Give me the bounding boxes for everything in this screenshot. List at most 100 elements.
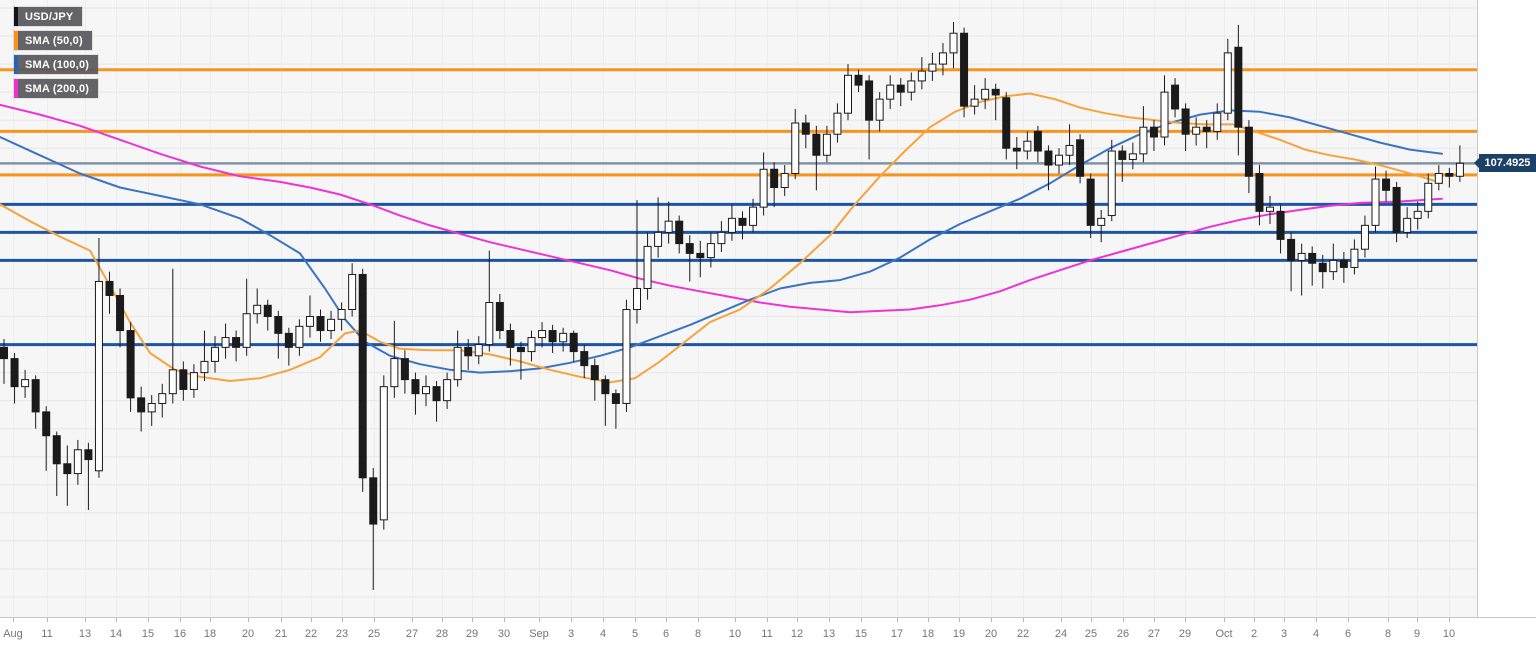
candle-body [474, 344, 483, 357]
date-tick-label: 4 [600, 628, 606, 640]
sma50-label: SMA (50,0) [18, 31, 92, 50]
candle-body [664, 220, 673, 233]
sma100-line[interactable] [0, 109, 1443, 374]
candles-layer[interactable] [0, 22, 1464, 590]
legend-badge-pair[interactable]: USD/JPY [14, 7, 83, 26]
candle-body [928, 63, 937, 72]
date-tick-label: 27 [1148, 628, 1160, 640]
candle-body [0, 346, 8, 360]
candle-body [738, 217, 747, 226]
candle-body [981, 88, 990, 100]
pair-label: USD/JPY [18, 7, 83, 26]
candle-body [1234, 46, 1243, 128]
date-tick-label: 22 [1017, 628, 1029, 640]
sma50-line[interactable] [0, 92, 1443, 384]
candle-body [232, 337, 241, 348]
date-tick-label: 28 [436, 628, 448, 640]
candle-body [1055, 154, 1063, 166]
candle-body [696, 252, 705, 259]
candle-body [242, 313, 251, 348]
candle-body [886, 84, 895, 100]
candle-body [801, 122, 810, 135]
candle-body [126, 330, 135, 399]
candle-body [1097, 217, 1106, 226]
candle-body [1403, 217, 1412, 233]
candle-body [949, 32, 958, 54]
date-tick-label: 17 [891, 628, 903, 640]
date-tick-label: 8 [695, 628, 701, 640]
candle-body [1329, 259, 1338, 273]
legend-badge-sma100[interactable]: SMA (100,0) [14, 55, 99, 74]
candle-body [1107, 150, 1116, 217]
candle-body [1149, 126, 1158, 138]
candle-body [63, 463, 72, 475]
legend-badge-sma200[interactable]: SMA (200,0) [14, 79, 99, 98]
candle-body [221, 337, 230, 348]
candle-body [137, 397, 146, 413]
date-tick-label: Aug [3, 628, 23, 640]
candle-body [685, 243, 694, 254]
sma200-line[interactable] [0, 103, 1443, 314]
date-tick-label: 3 [568, 628, 574, 640]
candle-body [316, 316, 325, 332]
candle-body [907, 80, 916, 93]
price-axis-strip[interactable] [1477, 0, 1536, 647]
candle-body [580, 351, 589, 367]
candle-body [506, 330, 515, 348]
candle-body [548, 330, 557, 343]
candle-body [643, 245, 652, 289]
candle-body [94, 280, 103, 472]
candle-body [1455, 162, 1464, 177]
candle-body [253, 304, 262, 315]
candle-body [379, 386, 388, 521]
candle-body [189, 372, 198, 390]
date-tick-label: 6 [663, 628, 669, 640]
vertical-gridlines [13, 0, 1450, 617]
candle-body [295, 325, 304, 348]
candle-body [854, 74, 863, 86]
candle-body [42, 411, 51, 437]
date-tick-label: 19 [953, 628, 965, 640]
date-tick-label: 18 [204, 628, 216, 640]
date-tick-label: 4 [1313, 628, 1319, 640]
last-price-badge: 107.4925 [1474, 154, 1536, 172]
candle-body [875, 98, 884, 121]
candle-body [991, 88, 1000, 96]
candle-body [84, 449, 93, 461]
candle-body [263, 304, 272, 318]
candle-body [369, 477, 378, 525]
candle-body [116, 294, 125, 332]
date-tick-label: 8 [1385, 628, 1391, 640]
date-tick-label: 26 [1117, 628, 1129, 640]
candle-body [1318, 262, 1327, 273]
candle-body [917, 70, 926, 82]
date-tick-label: 20 [242, 628, 254, 640]
candle-body [1424, 182, 1433, 212]
date-tick-label: Oct [1215, 628, 1232, 640]
candle-body [1076, 139, 1085, 177]
candle-body [464, 346, 473, 357]
candle-body [1181, 108, 1190, 135]
candle-body [1244, 126, 1253, 177]
legend-badge-sma50[interactable]: SMA (50,0) [14, 31, 92, 50]
candle-body [833, 112, 842, 135]
date-tick-label: 25 [368, 628, 380, 640]
candle-body [1445, 172, 1454, 177]
candle-body [485, 302, 494, 346]
date-tick-label: Sep [529, 628, 549, 640]
candle-body [844, 74, 852, 114]
date-tick-label: 2 [1251, 628, 1257, 640]
candle-body [1276, 210, 1285, 240]
candle-body [601, 379, 610, 395]
date-tick-label: 30 [498, 628, 510, 640]
candle-body [21, 379, 30, 388]
candle-body [1171, 84, 1180, 110]
candle-body [1382, 178, 1391, 191]
candle-body [10, 358, 19, 388]
candle-body [516, 346, 525, 353]
candle-body [443, 379, 452, 402]
candle-body [179, 369, 188, 390]
sma200-label: SMA (200,0) [18, 79, 99, 98]
date-tick-label: 13 [823, 628, 835, 640]
